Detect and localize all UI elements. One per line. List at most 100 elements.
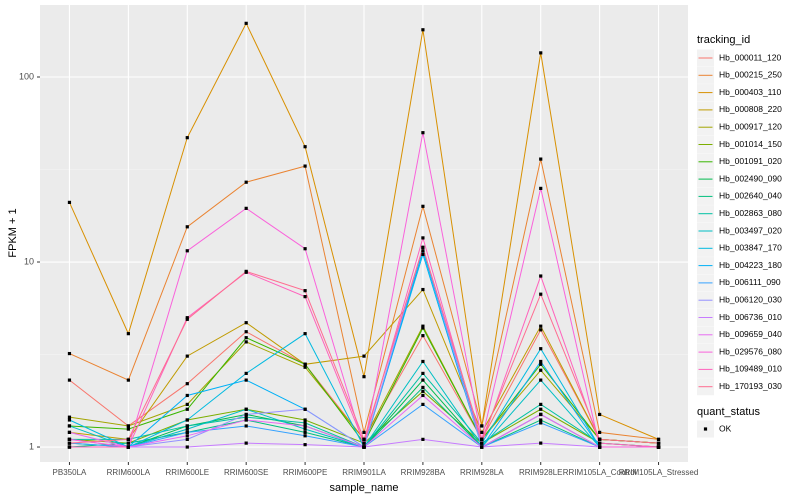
data-point bbox=[539, 402, 543, 406]
data-point bbox=[185, 434, 189, 438]
legend-label: Hb_001091_020 bbox=[719, 156, 782, 166]
data-point bbox=[539, 412, 543, 417]
data-point bbox=[303, 407, 307, 411]
data-point bbox=[421, 131, 425, 135]
data-point bbox=[480, 441, 484, 445]
data-point bbox=[421, 236, 425, 240]
data-point bbox=[126, 427, 130, 431]
data-point bbox=[244, 180, 248, 184]
data-point bbox=[539, 368, 543, 372]
data-point bbox=[67, 441, 72, 445]
data-point bbox=[421, 385, 425, 390]
data-point bbox=[421, 245, 425, 249]
x-tick-label: RRIM928BA bbox=[401, 468, 446, 477]
data-point bbox=[185, 393, 189, 398]
data-point bbox=[480, 437, 484, 441]
data-point bbox=[362, 437, 366, 441]
data-point bbox=[67, 200, 72, 204]
legend-label: Hb_002490_090 bbox=[719, 173, 782, 183]
data-point bbox=[244, 424, 248, 428]
data-point bbox=[67, 430, 72, 434]
data-point bbox=[67, 351, 72, 356]
data-point bbox=[539, 328, 543, 332]
data-point bbox=[67, 418, 72, 422]
data-point bbox=[539, 186, 543, 190]
data-point bbox=[421, 287, 425, 292]
data-point bbox=[244, 330, 248, 334]
data-point bbox=[539, 359, 543, 364]
x-tick-label: RRIM600LE bbox=[165, 468, 209, 477]
data-point bbox=[539, 407, 543, 411]
data-point bbox=[480, 424, 484, 428]
legend-label: Hb_003497_020 bbox=[719, 225, 782, 235]
data-point bbox=[244, 336, 248, 340]
data-point bbox=[421, 249, 425, 253]
x-tick-label: RRIM600LA bbox=[107, 468, 151, 477]
data-point bbox=[421, 324, 425, 328]
x-tick-label: RRIM928LA bbox=[460, 468, 504, 477]
data-point bbox=[539, 157, 543, 161]
data-point bbox=[67, 445, 72, 449]
legend-title: tracking_id bbox=[697, 34, 750, 46]
legend-label: Hb_000215_250 bbox=[719, 70, 782, 80]
y-tick-label: 10 bbox=[24, 256, 34, 266]
legend-label: Hb_000403_110 bbox=[719, 87, 782, 97]
legend-label: Hb_029576_080 bbox=[719, 346, 782, 356]
y-tick-label: 100 bbox=[19, 71, 34, 81]
legend-label: Hb_170193_030 bbox=[719, 381, 782, 391]
data-point bbox=[303, 247, 307, 251]
legend-label: Hb_009659_040 bbox=[719, 329, 782, 339]
data-point bbox=[421, 389, 425, 393]
data-point bbox=[362, 354, 366, 358]
data-point bbox=[185, 424, 189, 428]
data-point bbox=[244, 378, 248, 382]
data-point bbox=[303, 434, 307, 438]
data-point bbox=[480, 430, 484, 434]
data-point bbox=[185, 445, 189, 449]
data-point bbox=[421, 402, 425, 406]
data-point bbox=[126, 332, 130, 336]
data-point bbox=[480, 445, 484, 449]
data-point bbox=[303, 164, 307, 168]
data-point bbox=[303, 421, 307, 425]
data-point bbox=[421, 378, 425, 382]
data-point bbox=[303, 430, 307, 434]
legend-point bbox=[703, 427, 708, 431]
x-tick-label: RRIM901LA bbox=[342, 468, 386, 477]
data-point bbox=[539, 347, 543, 351]
data-point bbox=[539, 378, 543, 382]
x-tick-label: RRIM600PE bbox=[283, 468, 327, 477]
data-point bbox=[185, 407, 189, 411]
data-point bbox=[421, 334, 425, 338]
data-point bbox=[598, 445, 602, 449]
legend-label: Hb_006736_010 bbox=[719, 312, 782, 322]
data-point bbox=[185, 437, 189, 441]
data-point bbox=[185, 316, 189, 320]
data-point bbox=[421, 437, 425, 441]
legend-label: Hb_002640_040 bbox=[719, 191, 782, 201]
data-point bbox=[244, 206, 248, 210]
data-point bbox=[421, 204, 425, 208]
data-point bbox=[539, 51, 543, 55]
data-point bbox=[303, 443, 307, 447]
data-point bbox=[303, 145, 307, 149]
legend-label: Hb_109489_010 bbox=[719, 364, 782, 374]
data-point bbox=[421, 371, 425, 376]
data-point bbox=[362, 445, 366, 449]
status-legend-title: quant_status bbox=[697, 406, 760, 418]
data-point bbox=[303, 332, 307, 336]
legend-label: Hb_006120_030 bbox=[719, 294, 782, 304]
data-point bbox=[126, 445, 130, 449]
data-point bbox=[185, 136, 189, 140]
data-point bbox=[244, 412, 248, 417]
data-point bbox=[539, 421, 543, 425]
data-point bbox=[244, 269, 248, 273]
data-point bbox=[656, 437, 661, 441]
data-point bbox=[185, 382, 189, 386]
data-point bbox=[185, 354, 189, 358]
data-point bbox=[656, 445, 661, 449]
data-point bbox=[185, 402, 189, 406]
data-point bbox=[539, 274, 543, 278]
data-point bbox=[421, 326, 425, 330]
